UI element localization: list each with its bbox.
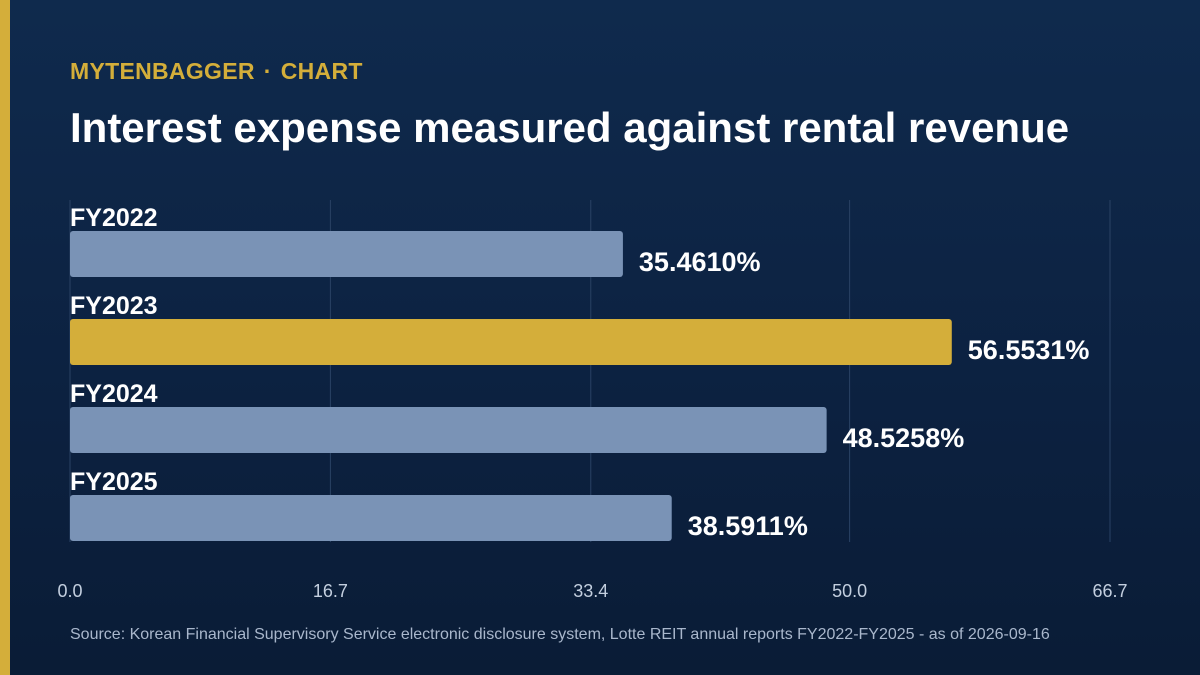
x-tick-label: 66.7	[1092, 581, 1127, 601]
bar-fy2024	[70, 407, 827, 453]
accent-stripe	[0, 0, 10, 675]
x-tick-label: 0.0	[57, 581, 82, 601]
value-label: 56.5531%	[968, 335, 1090, 365]
brand-section: CHART	[280, 58, 363, 84]
value-label: 35.4610%	[639, 247, 761, 277]
brand-label: MYTENBAGGER · CHART	[70, 58, 363, 85]
category-label: FY2025	[70, 468, 158, 496]
x-tick-label: 16.7	[313, 581, 348, 601]
chart-title: Interest expense measured against rental…	[70, 104, 1070, 151]
bar-fy2025	[70, 495, 672, 541]
category-label: FY2023	[70, 292, 158, 320]
x-tick-label: 33.4	[573, 581, 608, 601]
source-note: Source: Korean Financial Supervisory Ser…	[70, 626, 1050, 643]
value-label: 38.5911%	[688, 511, 808, 541]
category-label: FY2024	[70, 380, 158, 408]
brand-separator: ·	[263, 58, 272, 84]
bar-fy2023	[70, 319, 952, 365]
value-label: 48.5258%	[843, 423, 965, 453]
bar-fy2022	[70, 231, 623, 277]
x-tick-label: 50.0	[832, 581, 867, 601]
brand-name: MYTENBAGGER	[70, 58, 255, 84]
category-label: FY2022	[70, 204, 158, 232]
